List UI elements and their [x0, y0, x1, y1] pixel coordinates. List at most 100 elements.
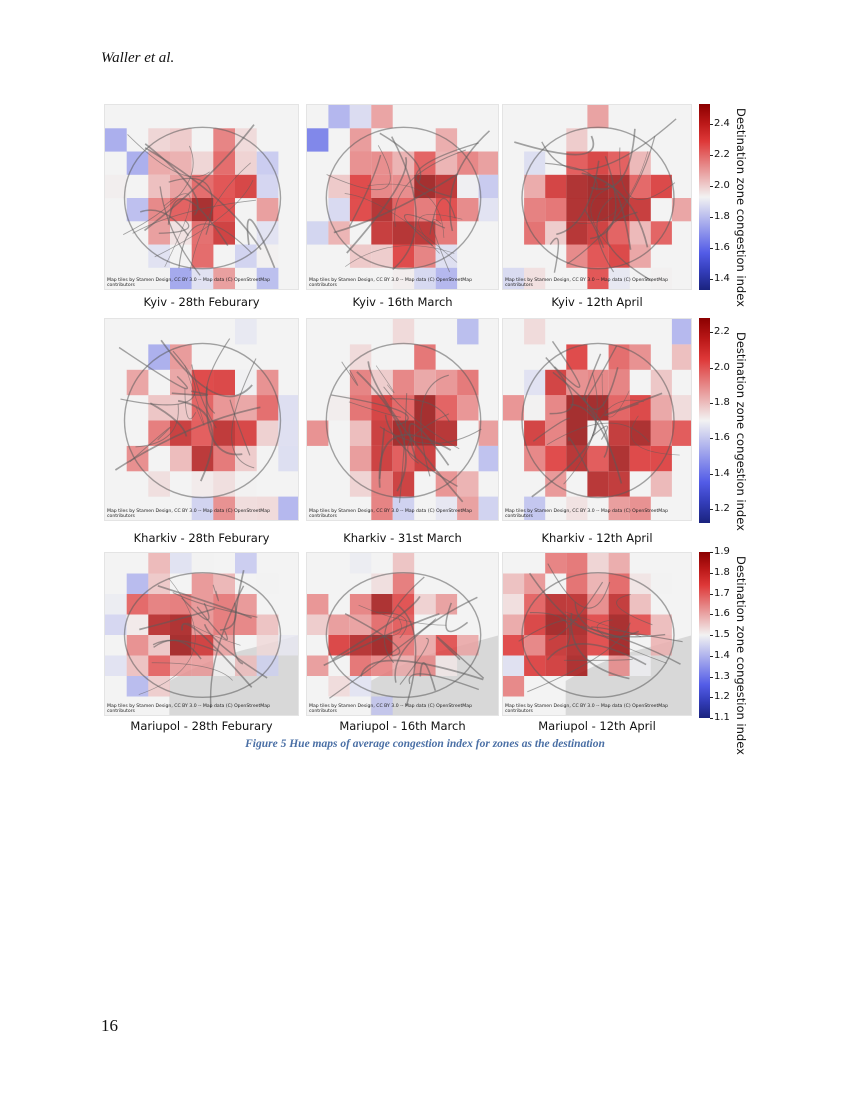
- zone-cell: [478, 420, 498, 446]
- map-attribution: Map tiles by Stamen Design, CC BY 3.0 --…: [309, 703, 472, 714]
- road-network: [518, 563, 683, 698]
- zone-cell: [566, 573, 588, 594]
- zone-cell: [545, 198, 567, 222]
- zone-cell: [256, 655, 279, 676]
- zone-cell: [256, 395, 279, 421]
- zone-cell: [608, 221, 630, 245]
- zone-cell: [671, 344, 691, 370]
- zone-cell: [650, 221, 672, 245]
- zone-cell: [256, 614, 279, 635]
- zone-cell: [235, 496, 257, 520]
- zone-cell: [148, 420, 170, 446]
- zone-cell: [566, 244, 588, 268]
- zone-cell: [671, 319, 691, 345]
- zone-cell: [650, 174, 672, 199]
- zone-cell: [392, 267, 415, 289]
- zone-cell: [235, 614, 257, 635]
- zone-cell: [608, 344, 630, 370]
- colorbar-tick-mark: [710, 367, 713, 369]
- zone-cell: [524, 635, 546, 656]
- zone-cell: [213, 614, 235, 635]
- zone-cell: [349, 594, 372, 615]
- zone-cell: [629, 151, 651, 175]
- zone-cell: [650, 267, 672, 289]
- zone-cell: [524, 174, 546, 199]
- colorbar-tick-label: 1.1: [714, 712, 730, 723]
- map-title: Kharkiv - 28th Feburary: [133, 531, 270, 545]
- heatmap-grid: [307, 319, 498, 520]
- zone-cell: [307, 594, 329, 615]
- map-title: Kyiv - 28th Feburary: [143, 295, 260, 309]
- zone-cell: [371, 369, 393, 396]
- colorbar-tick-label: 1.6: [714, 432, 730, 444]
- zone-cell: [608, 573, 630, 594]
- zone-cell: [478, 198, 498, 222]
- zone-cell: [650, 369, 672, 396]
- zone-cell: [235, 174, 257, 199]
- colorbar: [699, 552, 710, 718]
- zone-cell: [148, 344, 170, 370]
- zone-cell: [392, 496, 415, 520]
- zone-cell: [256, 573, 279, 594]
- map-title: Kyiv - 16th March: [352, 295, 453, 309]
- colorbar-tick-label: 1.2: [714, 691, 730, 703]
- zone-cell: [278, 420, 298, 446]
- zone-cell: [170, 553, 192, 574]
- zone-cell: [170, 344, 192, 370]
- zone-cell: [328, 174, 350, 199]
- road-network: [325, 126, 491, 273]
- zone-cell: [671, 420, 691, 446]
- zone-cell: [503, 655, 525, 676]
- zone-cell: [629, 655, 651, 676]
- colorbar-tick-mark: [710, 697, 713, 699]
- zone-cell: [126, 655, 149, 676]
- colorbar-tick-mark: [710, 473, 713, 475]
- zone-cell: [503, 635, 525, 656]
- zone-cell: [307, 614, 329, 635]
- zone-cell: [392, 221, 415, 245]
- zone-cell: [213, 655, 235, 676]
- zone-cell: [349, 369, 372, 396]
- colorbar-label: Destination zone congestion index: [734, 108, 748, 307]
- zone-cell: [349, 553, 372, 574]
- zone-cell: [349, 445, 372, 472]
- zone-cell: [349, 344, 372, 370]
- colorbar-tick-label: 2.0: [714, 361, 730, 373]
- zone-cell: [371, 221, 393, 245]
- zone-cell: [213, 174, 235, 199]
- zone-cell: [328, 105, 350, 129]
- colorbar-tick-mark: [710, 332, 713, 334]
- map-panel-kyiv-2: Map tiles by Stamen Design, CC BY 3.0 --…: [306, 104, 499, 290]
- zone-cell: [566, 369, 588, 396]
- zone-cell: [191, 267, 214, 289]
- zone-cell: [545, 553, 567, 574]
- zone-cell: [478, 151, 498, 175]
- zone-cell: [392, 594, 415, 615]
- zone-cell: [650, 395, 672, 421]
- zone-cell: [371, 594, 393, 615]
- zone-cell: [608, 496, 630, 520]
- zone-cell: [524, 319, 546, 345]
- zone-cell: [235, 369, 257, 396]
- figure-congestion-hue-maps: Map tiles by Stamen Design, CC BY 3.0 --…: [104, 104, 748, 755]
- colorbar-tick-mark: [710, 186, 713, 188]
- zone-cell: [414, 174, 436, 199]
- zone-cell: [524, 369, 546, 396]
- zone-cell: [105, 655, 127, 676]
- road-network: [123, 124, 282, 276]
- map-panel-mariupol-1: Map tiles by Stamen Design, CC BY 3.0 --…: [104, 552, 299, 716]
- map-panel-kharkiv-3: Map tiles by Stamen Design, CC BY 3.0 --…: [502, 318, 692, 521]
- zone-cell: [587, 445, 609, 472]
- zone-cell: [278, 395, 298, 421]
- map-title: Kharkiv - 12th April: [541, 531, 653, 545]
- zone-cell: [392, 174, 415, 199]
- colorbar-tick-mark: [710, 614, 713, 616]
- zone-cell: [371, 573, 393, 594]
- zone-cell: [650, 614, 672, 635]
- zone-cell: [371, 696, 393, 715]
- colorbar-tick-label: 2.4: [714, 118, 730, 130]
- map-panel-mariupol-2: Map tiles by Stamen Design, CC BY 3.0 --…: [306, 552, 499, 716]
- zone-cell: [587, 553, 609, 574]
- colorbar-tick-label: 1.4: [714, 649, 730, 661]
- zone-cell: [545, 395, 567, 421]
